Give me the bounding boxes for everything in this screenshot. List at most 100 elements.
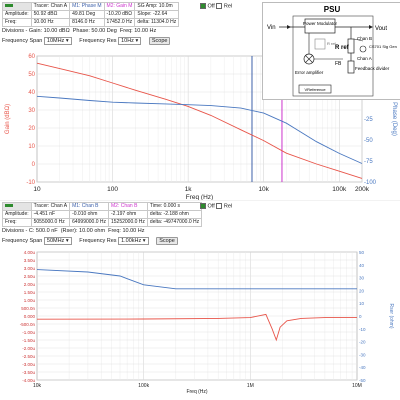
fb-label: FB [335, 61, 342, 67]
psu-diagram: PSU Power Modulator Vin Vout R ref R ref… [262, 2, 400, 100]
y-left-tick-label: 1.00u [24, 298, 36, 303]
y-right-tick-label: 50 [359, 250, 365, 255]
y-left-tick-label: 3.50u [24, 258, 36, 263]
bottom-freq-field: Freq: 10.00 Hz [108, 228, 145, 234]
y-left-axis-label: Gain (dBΩ) [5, 104, 11, 134]
bottom-rel-checkbox[interactable] [216, 203, 223, 209]
bottom-scope-button[interactable]: Scope [156, 237, 178, 245]
sig-gen-icon [359, 45, 367, 53]
bottom-off-label: Off [207, 203, 215, 210]
bottom-m1-select[interactable]: M1: Chan B [69, 202, 109, 211]
bottom-analyzer-panel: Tracer: Chan A M1: Chan B M2: Chan B Tim… [0, 201, 400, 400]
top-tracer-select[interactable]: Tracer: Chan A [30, 2, 71, 11]
y-right-axis-label: Rser (ohm) [388, 303, 394, 328]
top-freq-m2: 17452.0 Hz [103, 18, 136, 27]
bottom-m2-select[interactable]: M2: Chan B [108, 202, 148, 211]
y-left-tick-label: -10 [26, 180, 35, 186]
y-right-tick-label: -25 [364, 117, 373, 123]
top-scope-button[interactable]: Scope [148, 37, 171, 45]
bottom-amp-label: Amplitude: [2, 210, 32, 219]
bottom-freq-a: 5055000.0 Hz [30, 218, 71, 227]
top-amp-label: Amplitude: [2, 10, 32, 19]
top-divisions-label: Divisions - Gain: 10.00 dBΩ [2, 28, 70, 34]
top-span-value: 10MHz [46, 38, 65, 44]
bottom-trace-swatch [2, 202, 32, 211]
top-enable-checkbox[interactable] [200, 3, 206, 9]
y-left-tick-label: 10 [28, 144, 35, 150]
top-span-row: Frequency Span 10MHz ▾ Frequency Res 10H… [2, 37, 171, 45]
series-line-2 [36, 95, 363, 164]
y-left-tick-label: 0 [32, 162, 36, 168]
y-left-tick-label: 4.00u [24, 250, 36, 255]
top-amp-m1: 49.81 Deg [69, 10, 105, 19]
bottom-rser-div: (Rser): 10.00 ohm [60, 228, 106, 234]
top-freq-label: Freq: [2, 18, 32, 27]
y-left-tick-label: 60 [28, 54, 35, 60]
top-freq-field: Freq: 10.00 Hz [119, 28, 157, 34]
y-left-tick-label: -2.00u [22, 346, 35, 351]
y-left-tick-label: 3.00u [24, 266, 36, 271]
vref-label: VReference [304, 87, 326, 92]
y-left-tick-label: 20 [28, 126, 35, 132]
top-rel-label: Rel [223, 3, 233, 10]
top-rel-checkbox[interactable] [216, 3, 223, 9]
x-tick-label: 10 [33, 186, 41, 193]
y-left-tick-label: 2.50u [24, 274, 36, 279]
top-freq-m1: 8146.0 Hz [69, 18, 105, 27]
top-freq-delta: delta: 11304.0 Hz [134, 18, 180, 27]
y-left-tick-label: -3.00u [22, 362, 35, 367]
bottom-divisions-label: Divisions - C: 500.0 nF [2, 228, 58, 234]
y-left-tick-label: 500.0n [21, 306, 35, 311]
series-line-2 [36, 313, 357, 342]
y-left-tick-label: -2.50u [22, 354, 35, 359]
bottom-toggle-row: Off Rel [200, 203, 232, 209]
rref-small-label: R ref [327, 41, 337, 46]
y-left-tick-label: -4.00u [22, 378, 35, 383]
bottom-rel-label: Rel [223, 203, 233, 210]
feedback-divider-resistor [347, 60, 355, 74]
top-sg-amp: SG Amp: 10.0m [134, 2, 180, 11]
y-right-tick-label: -20 [359, 340, 366, 345]
y-left-tick-label: -500.0n [20, 322, 36, 327]
bottom-span-row: Frequency Span 50MHz ▾ Frequency Res 1.0… [2, 237, 178, 245]
top-off-label: Off [207, 3, 215, 10]
rref-label: R ref [335, 45, 350, 51]
x-tick-label: 10M [352, 383, 362, 389]
y-left-tick-label: 2.00u [24, 282, 36, 287]
vref-block [298, 84, 332, 94]
psu-schematic: PSU Power Modulator Vin Vout R ref R ref… [267, 5, 397, 97]
top-slope: Slope: -22.64 [134, 10, 180, 19]
series-line-1 [36, 269, 357, 290]
y-right-tick-label: 20 [359, 288, 365, 293]
y-right-tick-label: -75 [364, 159, 373, 165]
top-phase-div: Phase: 50.00 Deg [72, 28, 117, 34]
x-tick-label: 100k [138, 383, 149, 389]
y-left-tick-label: 30 [28, 108, 35, 114]
bottom-span-select[interactable]: 50MHz ▾ [43, 237, 72, 245]
y-right-tick-label: 30 [359, 276, 365, 281]
y-right-tick-label: -40 [359, 365, 366, 370]
feedback-divider-label: Feedback divider [355, 66, 390, 71]
y-left-tick-label: 0.000 [24, 314, 36, 319]
bottom-enable-checkbox[interactable] [200, 203, 206, 209]
chan-a-label: Chan A [357, 56, 372, 61]
top-m2-select[interactable]: M2: Gain M [103, 2, 136, 11]
y-right-tick-label: 10 [359, 301, 365, 306]
bottom-res-label: Frequency Res [79, 238, 117, 244]
x-tick-label: 100k [332, 186, 347, 193]
y-left-tick-label: -3.50u [22, 370, 35, 375]
x-tick-label: 1k [185, 186, 193, 193]
bottom-res-select[interactable]: 1.00kHz ▾ [118, 237, 149, 245]
bottom-time: Time: 0.000 s [146, 202, 203, 211]
x-tick-label: 10k [33, 383, 42, 389]
top-m1-select[interactable]: M1: Phase M [69, 2, 105, 11]
bottom-amp-delta: delta: -2.188 ohm [146, 210, 203, 219]
top-res-label: Frequency Res [79, 38, 117, 44]
bottom-res-value: 1.00kHz [121, 238, 142, 244]
y-right-tick-label: -30 [359, 352, 366, 357]
power-modulator-block [304, 18, 336, 34]
y-right-tick-label: -100 [364, 180, 377, 186]
x-axis-label: Freq (Hz) [186, 389, 207, 395]
bottom-tracer-select[interactable]: Tracer: Chan A [30, 202, 71, 211]
y-left-tick-label: 1.50u [24, 290, 36, 295]
